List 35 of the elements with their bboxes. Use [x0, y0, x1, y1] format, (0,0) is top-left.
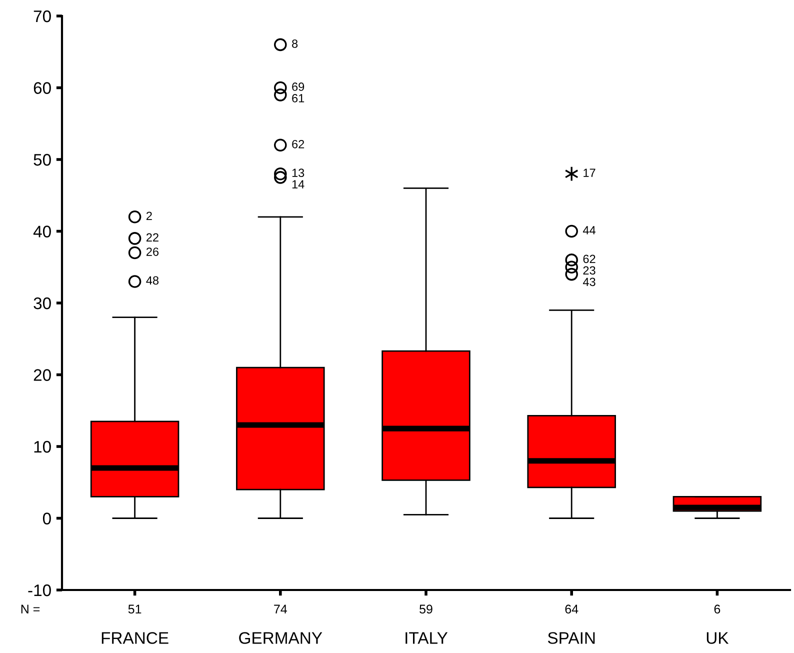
annotation: 14 [292, 180, 304, 188]
text: N = [21, 604, 40, 614]
y-tick-label: 10 [34, 440, 51, 453]
y-tick-label: 30 [34, 297, 51, 310]
y-tick-label: 20 [34, 369, 51, 381]
annotation: 62 [292, 140, 304, 148]
annotation: 69 [292, 82, 304, 91]
x-tick-label: GERMANY [239, 632, 322, 644]
y-tick-label: 70 [34, 10, 51, 22]
x-tick-label: ITALY [406, 632, 448, 644]
x-tick-label: FRANCE [102, 632, 168, 644]
annotation: 22 [146, 233, 158, 242]
annotation: 43 [582, 278, 596, 286]
x-tick-label: UK [706, 632, 729, 644]
x-tick-label: SPAIN [548, 632, 595, 644]
annotation: 61 [292, 94, 304, 102]
text: 59 [420, 604, 432, 614]
annotation: 62 [583, 254, 596, 264]
y-tick-label: 0 [42, 512, 51, 524]
annotation: 23 [583, 266, 596, 275]
y-tick-label: 60 [34, 82, 51, 94]
annotation: 26 [146, 248, 159, 256]
text: 6 [714, 604, 720, 614]
annotation: 44 [582, 226, 596, 234]
annotation: 13 [292, 168, 304, 178]
annotation: 48 [146, 276, 159, 285]
text: 51 [128, 604, 142, 614]
text: 74 [274, 604, 287, 614]
y-tick-label: 40 [33, 226, 51, 238]
annotation: 17 [584, 168, 596, 177]
y-tick-label: -10 [28, 584, 51, 596]
y-tick-label: 50 [34, 154, 51, 166]
annotation: 8 [292, 40, 298, 48]
annotation: 2 [146, 212, 152, 220]
text: 64 [565, 604, 578, 614]
